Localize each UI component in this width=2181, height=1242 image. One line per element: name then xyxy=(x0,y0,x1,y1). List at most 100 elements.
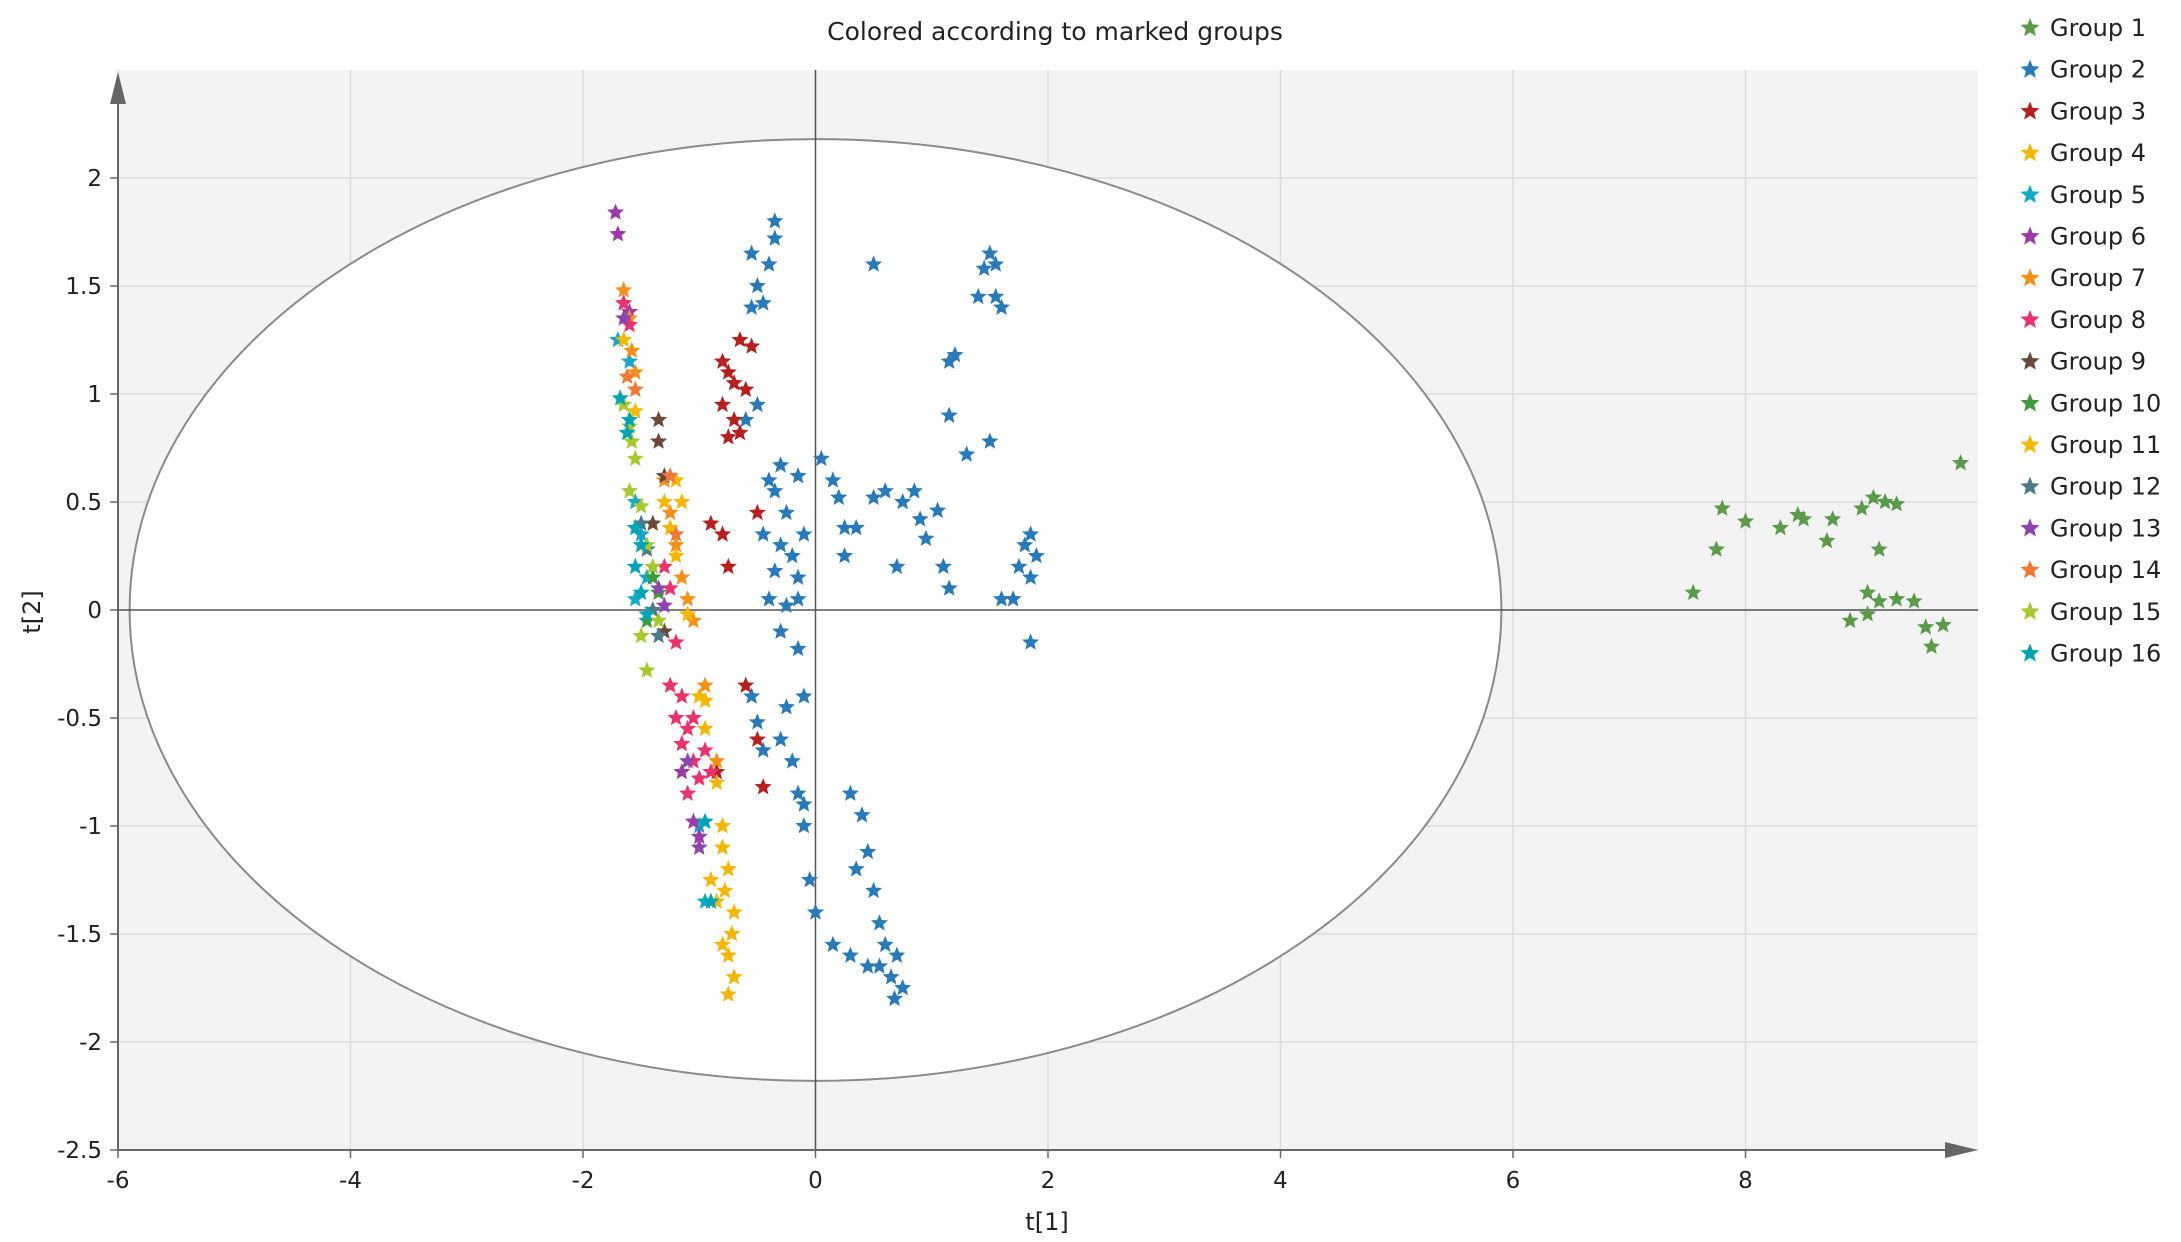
data-point xyxy=(716,881,734,899)
data-point xyxy=(673,763,691,780)
data-point xyxy=(865,881,883,899)
data-point xyxy=(1917,618,1935,635)
data-point xyxy=(905,482,923,499)
data-point xyxy=(789,467,807,484)
data-point xyxy=(684,709,702,726)
data-point xyxy=(719,946,737,963)
data-point xyxy=(618,367,636,384)
data-point xyxy=(702,514,720,531)
data-point xyxy=(975,259,993,276)
data-point xyxy=(824,471,842,488)
data-point xyxy=(650,611,668,629)
data-point xyxy=(725,968,743,985)
data-point xyxy=(772,622,790,639)
legend-marker xyxy=(2020,18,2040,37)
data-point xyxy=(836,547,854,564)
data-point xyxy=(743,337,761,354)
data-point xyxy=(841,784,859,801)
data-point xyxy=(626,557,644,575)
legend: Group 1 Group 2 Group 3 Group 4 Group 5 Group… xyxy=(2020,14,2161,668)
legend-marker xyxy=(2020,643,2040,662)
data-point xyxy=(911,510,929,527)
data-point xyxy=(667,536,685,553)
data-point xyxy=(865,488,883,505)
data-point xyxy=(870,957,888,974)
data-point xyxy=(655,557,673,575)
data-point xyxy=(1824,510,1842,527)
x-tick-label: 6 xyxy=(1506,1168,1521,1194)
data-point xyxy=(673,568,691,585)
y-tick-label: 1 xyxy=(87,382,102,408)
data-point xyxy=(626,590,644,607)
data-point xyxy=(1876,493,1894,510)
data-point xyxy=(667,547,685,564)
data-point xyxy=(713,395,732,413)
data-point xyxy=(615,294,633,311)
data-point xyxy=(754,294,772,311)
data-point xyxy=(702,892,720,909)
data-point xyxy=(766,482,784,499)
legend-marker xyxy=(2020,268,2040,287)
data-point xyxy=(1022,568,1040,585)
legend-marker xyxy=(2020,143,2040,162)
data-point xyxy=(673,687,691,704)
data-point xyxy=(830,488,848,505)
legend-marker xyxy=(2020,601,2040,620)
data-point xyxy=(684,812,702,829)
data-point xyxy=(754,778,772,795)
x-tick-label: 8 xyxy=(1738,1168,1753,1194)
data-point xyxy=(917,529,935,546)
data-point xyxy=(713,352,732,369)
data-point xyxy=(673,493,691,510)
data-point xyxy=(1841,611,1859,629)
legend-label: Group 4 xyxy=(2050,139,2146,167)
x-axis-label: t[1] xyxy=(1025,1208,1068,1236)
data-point xyxy=(623,432,641,449)
legend-marker xyxy=(2020,560,2040,579)
data-point xyxy=(760,255,778,272)
data-point xyxy=(1022,525,1040,542)
data-point xyxy=(713,935,732,953)
data-point xyxy=(940,406,958,423)
data-point xyxy=(789,590,807,607)
data-point xyxy=(725,374,743,391)
legend-marker xyxy=(2020,184,2040,203)
data-point xyxy=(888,946,906,963)
series-1 xyxy=(1684,454,1970,654)
data-point xyxy=(620,315,639,333)
data-point xyxy=(981,244,999,261)
data-point xyxy=(789,639,807,657)
data-point xyxy=(626,518,644,536)
data-point xyxy=(650,626,668,644)
data-point xyxy=(638,661,656,678)
legend-marker xyxy=(2020,393,2040,412)
y-tick-label: 0.5 xyxy=(65,490,102,516)
legend-marker xyxy=(2020,59,2040,78)
data-point xyxy=(719,428,737,445)
data-point xyxy=(992,298,1011,315)
x-tick-label: 2 xyxy=(1041,1168,1056,1194)
data-point xyxy=(679,719,697,737)
data-point xyxy=(754,525,772,542)
data-point xyxy=(650,410,668,428)
legend-label: Group 16 xyxy=(2050,640,2161,668)
x-tick-label: 0 xyxy=(808,1168,823,1194)
data-point xyxy=(847,860,865,877)
data-point xyxy=(894,979,912,996)
data-point xyxy=(638,611,656,629)
data-point xyxy=(702,871,720,888)
data-point xyxy=(812,449,830,467)
x-axis-arrow xyxy=(1945,1142,1978,1158)
legend-marker xyxy=(2020,101,2040,120)
data-point xyxy=(632,583,650,600)
data-point xyxy=(772,456,790,473)
data-point xyxy=(623,341,641,359)
data-point xyxy=(725,903,743,920)
legend-label: Group 2 xyxy=(2050,56,2146,84)
data-point xyxy=(777,698,795,715)
data-point xyxy=(772,730,790,747)
legend-label: Group 12 xyxy=(2050,473,2161,501)
data-point xyxy=(1022,633,1040,650)
data-point xyxy=(783,547,801,564)
legend-label: Group 15 xyxy=(2050,598,2161,626)
